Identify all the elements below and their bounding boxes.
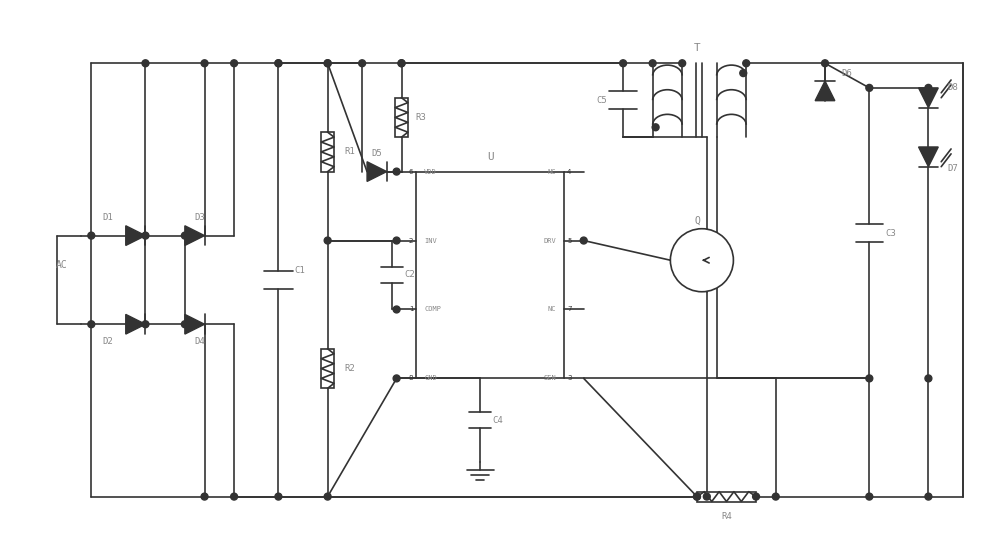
Circle shape (393, 237, 400, 244)
Polygon shape (126, 226, 145, 245)
Text: D4: D4 (194, 338, 205, 346)
Text: 7: 7 (567, 306, 571, 312)
Circle shape (275, 60, 282, 67)
Text: C2: C2 (404, 271, 415, 279)
Text: 2: 2 (409, 238, 413, 244)
Text: D2: D2 (103, 338, 113, 346)
Text: COMP: COMP (424, 306, 441, 312)
Text: D1: D1 (103, 213, 113, 222)
Circle shape (88, 232, 95, 239)
Text: 8: 8 (409, 376, 413, 381)
Bar (395, 98, 408, 137)
Text: R1: R1 (344, 147, 355, 156)
Circle shape (398, 60, 405, 67)
Circle shape (866, 85, 873, 91)
Bar (416, 172, 564, 378)
Text: C5: C5 (596, 96, 607, 104)
Circle shape (142, 321, 149, 328)
Text: NC: NC (548, 169, 556, 174)
Circle shape (324, 60, 331, 67)
Circle shape (743, 60, 750, 67)
Text: R2: R2 (344, 364, 355, 373)
Text: 1: 1 (409, 306, 413, 312)
Circle shape (393, 375, 400, 382)
Text: DRV: DRV (543, 238, 556, 244)
Text: U: U (487, 152, 494, 162)
Text: INV: INV (424, 238, 437, 244)
Circle shape (620, 60, 627, 67)
Text: NC: NC (548, 306, 556, 312)
Circle shape (181, 232, 188, 239)
Circle shape (324, 493, 331, 500)
Circle shape (925, 85, 932, 91)
Circle shape (694, 493, 700, 500)
Circle shape (703, 493, 710, 500)
Text: T: T (694, 43, 700, 53)
Circle shape (866, 375, 873, 382)
Text: SEN: SEN (543, 376, 556, 381)
Polygon shape (185, 315, 205, 334)
Circle shape (393, 306, 400, 313)
Text: 4: 4 (567, 169, 571, 174)
Text: D6: D6 (841, 69, 852, 78)
Text: 6: 6 (409, 169, 413, 174)
Text: C3: C3 (886, 229, 896, 238)
Circle shape (231, 493, 238, 500)
Text: AC: AC (56, 260, 68, 270)
Circle shape (670, 229, 733, 292)
Polygon shape (919, 147, 938, 167)
Text: VDD: VDD (424, 169, 437, 174)
Bar (697, 492, 756, 502)
Circle shape (231, 60, 238, 67)
Circle shape (181, 321, 188, 328)
Circle shape (822, 60, 828, 67)
Circle shape (866, 493, 873, 500)
Circle shape (393, 168, 400, 175)
Circle shape (694, 493, 700, 500)
Circle shape (753, 493, 760, 500)
Polygon shape (185, 226, 205, 245)
Circle shape (398, 60, 405, 67)
Text: C1: C1 (295, 266, 305, 274)
Circle shape (201, 493, 208, 500)
Text: D3: D3 (194, 213, 205, 222)
Circle shape (142, 60, 149, 67)
Polygon shape (126, 315, 145, 334)
Circle shape (275, 60, 282, 67)
Circle shape (772, 493, 779, 500)
Circle shape (88, 321, 95, 328)
Circle shape (679, 60, 686, 67)
Circle shape (652, 124, 659, 131)
Circle shape (740, 70, 747, 76)
Text: GND: GND (424, 376, 437, 381)
Bar (321, 349, 334, 388)
Circle shape (925, 375, 932, 382)
Circle shape (142, 232, 149, 239)
Circle shape (580, 237, 587, 244)
Circle shape (925, 493, 932, 500)
Circle shape (649, 60, 656, 67)
Circle shape (324, 60, 331, 67)
Text: D8: D8 (948, 84, 958, 92)
Text: 5: 5 (567, 238, 571, 244)
Text: R4: R4 (721, 512, 732, 521)
Polygon shape (919, 88, 938, 108)
Text: Q: Q (694, 216, 700, 226)
Text: R3: R3 (416, 113, 427, 122)
Polygon shape (815, 81, 835, 101)
Polygon shape (367, 162, 387, 182)
Text: D5: D5 (372, 150, 382, 158)
Circle shape (324, 237, 331, 244)
Circle shape (201, 60, 208, 67)
Text: 3: 3 (567, 376, 571, 381)
Bar (321, 132, 334, 172)
Circle shape (359, 60, 366, 67)
Circle shape (275, 493, 282, 500)
Text: D7: D7 (948, 164, 958, 173)
Text: C4: C4 (493, 416, 503, 425)
